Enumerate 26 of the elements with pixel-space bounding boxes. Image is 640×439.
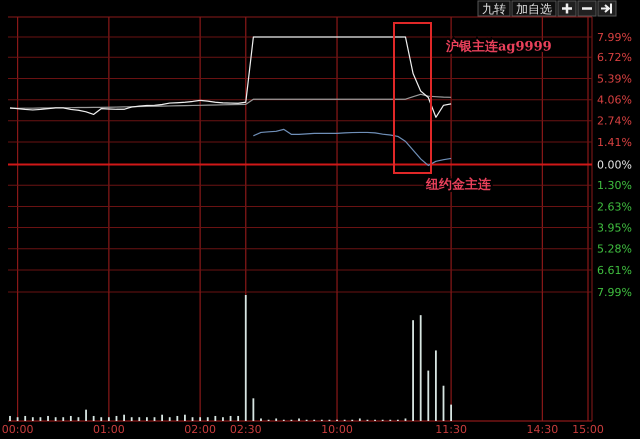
- y-tick-label: 6.61%: [597, 264, 632, 277]
- x-tick-label: 11:30: [435, 423, 467, 436]
- x-tick-label: 01:00: [93, 423, 125, 436]
- x-tick-label: 02:00: [184, 423, 216, 436]
- y-tick-label: 1.30%: [597, 179, 632, 192]
- y-tick-label: 2.74%: [597, 114, 632, 128]
- line-series: [252, 128, 452, 166]
- y-tick-label: 2.63%: [597, 200, 632, 214]
- y-tick-label: 1.41%: [597, 136, 632, 149]
- y-tick-label: 0.00%: [597, 158, 632, 172]
- line-series: [9, 94, 452, 109]
- y-tick-label: 7.99%: [597, 286, 632, 299]
- x-tick-label: 02:30: [230, 423, 262, 436]
- x-tick-label: 10:00: [321, 423, 353, 436]
- y-tick-label: 6.72%: [597, 51, 632, 64]
- text: 九转: [482, 2, 506, 16]
- y-tick-label: 3.95%: [597, 221, 632, 234]
- x-tick-label: 15:00: [572, 423, 604, 436]
- x-tick-label: 00:00: [2, 423, 34, 436]
- x-tick-label: 14:30: [526, 423, 558, 436]
- y-tick-label: 4.06%: [597, 94, 632, 107]
- y-tick-label: 5.39%: [597, 72, 632, 86]
- y-tick-label: 5.28%: [597, 242, 632, 256]
- annotation: 纽约金主连: [425, 176, 492, 193]
- y-tick-label: 7.99%: [597, 30, 632, 44]
- text: 加自选: [516, 2, 552, 16]
